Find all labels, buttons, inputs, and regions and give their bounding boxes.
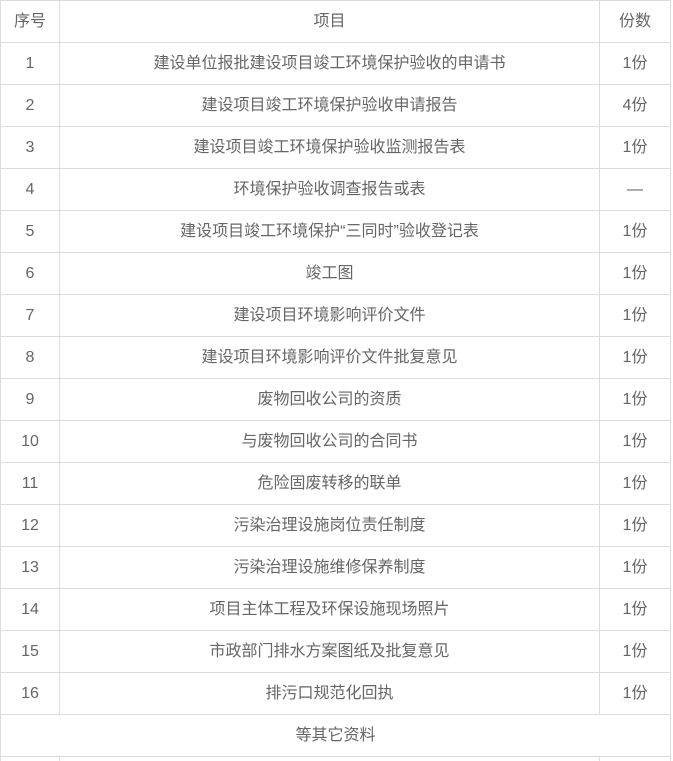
table-row: 15 市政部门排水方案图纸及批复意见 1份: [0, 630, 671, 673]
row-index-cell: 2: [0, 84, 60, 127]
table-row: 5 建设项目竣工环境保护“三同时”验收登记表 1份: [0, 210, 671, 253]
row-item-cell: 环境保护验收调查报告或表: [59, 168, 600, 211]
table-row: 9 废物回收公司的资质 1份: [0, 378, 671, 421]
row-index-cell: 1: [0, 42, 60, 85]
row-index-cell: 12: [0, 504, 60, 547]
row-copies-cell: 1份: [599, 336, 671, 379]
row-copies-cell: 1份: [599, 504, 671, 547]
partial-cell: [599, 756, 671, 761]
table-row: 14 项目主体工程及环保设施现场照片 1份: [0, 588, 671, 631]
row-index-cell: 4: [0, 168, 60, 211]
row-index-cell: 10: [0, 420, 60, 463]
row-item-cell: 建设项目竣工环境保护“三同时”验收登记表: [59, 210, 600, 253]
partial-cell: [0, 756, 60, 761]
row-item-cell: 与废物回收公司的合同书: [59, 420, 600, 463]
row-item-cell: 废物回收公司的资质: [59, 378, 600, 421]
row-copies-cell: 1份: [599, 546, 671, 589]
col-header-index: 序号: [0, 0, 60, 43]
row-index-cell: 7: [0, 294, 60, 337]
row-item-cell: 排污口规范化回执: [59, 672, 600, 715]
col-header-item: 项目: [59, 0, 600, 43]
row-copies-cell: 1份: [599, 210, 671, 253]
row-item-cell: 建设项目环境影响评价文件批复意见: [59, 336, 600, 379]
row-copies-cell: 1份: [599, 126, 671, 169]
table-row: 4 环境保护验收调查报告或表 —: [0, 168, 671, 211]
row-copies-cell: —: [599, 168, 671, 211]
row-index-cell: 8: [0, 336, 60, 379]
footer-cell: 等其它资料: [0, 714, 671, 757]
table-row: 6 竣工图 1份: [0, 252, 671, 295]
row-index-cell: 16: [0, 672, 60, 715]
row-item-cell: 市政部门排水方案图纸及批复意见: [59, 630, 600, 673]
table-row: 10 与废物回收公司的合同书 1份: [0, 420, 671, 463]
table-row: 16 排污口规范化回执 1份: [0, 672, 671, 715]
row-item-cell: 项目主体工程及环保设施现场照片: [59, 588, 600, 631]
row-index-cell: 9: [0, 378, 60, 421]
row-copies-cell: 1份: [599, 588, 671, 631]
row-item-cell: 竣工图: [59, 252, 600, 295]
table-row: 7 建设项目环境影响评价文件 1份: [0, 294, 671, 337]
row-index-cell: 3: [0, 126, 60, 169]
row-item-cell: 建设项目竣工环境保护验收监测报告表: [59, 126, 600, 169]
table-row: 2 建设项目竣工环境保护验收申请报告 4份: [0, 84, 671, 127]
row-copies-cell: 1份: [599, 42, 671, 85]
row-copies-cell: 1份: [599, 672, 671, 715]
table-row: 11 危险固废转移的联单 1份: [0, 462, 671, 505]
table-row: 12 污染治理设施岗位责任制度 1份: [0, 504, 671, 547]
row-item-cell: 建设项目竣工环境保护验收申请报告: [59, 84, 600, 127]
row-copies-cell: 1份: [599, 378, 671, 421]
row-item-cell: 危险固废转移的联单: [59, 462, 600, 505]
footer-row: 等其它资料: [0, 714, 671, 757]
table-row: 3 建设项目竣工环境保护验收监测报告表 1份: [0, 126, 671, 169]
row-item-cell: 污染治理设施维修保养制度: [59, 546, 600, 589]
row-item-cell: 建设单位报批建设项目竣工环境保护验收的申请书: [59, 42, 600, 85]
row-item-cell: 建设项目环境影响评价文件: [59, 294, 600, 337]
row-copies-cell: 4份: [599, 84, 671, 127]
table-header-row: 序号 项目 份数: [0, 0, 671, 43]
row-index-cell: 14: [0, 588, 60, 631]
row-copies-cell: 1份: [599, 252, 671, 295]
row-copies-cell: 1份: [599, 462, 671, 505]
table-row: 13 污染治理设施维修保养制度 1份: [0, 546, 671, 589]
partial-row: [0, 756, 671, 761]
row-index-cell: 15: [0, 630, 60, 673]
row-index-cell: 13: [0, 546, 60, 589]
row-index-cell: 11: [0, 462, 60, 505]
row-copies-cell: 1份: [599, 420, 671, 463]
table-row: 1 建设单位报批建设项目竣工环境保护验收的申请书 1份: [0, 42, 671, 85]
row-index-cell: 6: [0, 252, 60, 295]
row-copies-cell: 1份: [599, 630, 671, 673]
table-row: 8 建设项目环境影响评价文件批复意见 1份: [0, 336, 671, 379]
row-item-cell: 污染治理设施岗位责任制度: [59, 504, 600, 547]
row-copies-cell: 1份: [599, 294, 671, 337]
partial-cell: [59, 756, 600, 761]
col-header-copies: 份数: [599, 0, 671, 43]
row-index-cell: 5: [0, 210, 60, 253]
